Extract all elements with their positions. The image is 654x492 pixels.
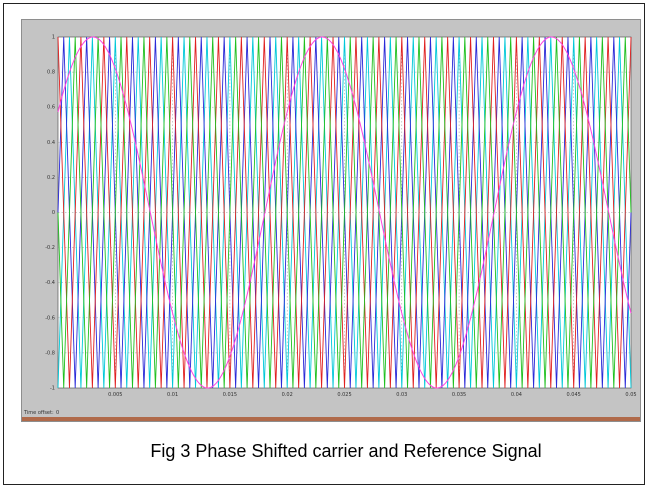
y-tick-label: 0.6 [47, 105, 55, 111]
x-tick-label: 0.05 [625, 392, 636, 398]
scope-bottom-strip [22, 417, 640, 421]
reference-sine-series [57, 36, 632, 389]
y-tick-label: 1 [52, 35, 55, 41]
y-tick-label: 0.4 [47, 140, 55, 146]
y-tick-label: -0.2 [45, 245, 55, 251]
y-tick-label: 0.2 [47, 175, 55, 181]
figure-caption: Fig 3 Phase Shifted carrier and Referenc… [150, 441, 542, 461]
tick-labels: 1 0.8 0.6 0.4 0.2 0 -0.2 -0.4 -0.6 -0.8 -1 0.005 0.0… [45, 35, 636, 399]
x-tick-label: 0.02 [282, 392, 293, 398]
y-tick-label: -0.8 [45, 350, 55, 356]
x-tick-label: 0.035 [452, 392, 466, 398]
carrier-series-3 [57, 36, 632, 389]
y-tick-label: -0.4 [45, 280, 55, 286]
x-tick-label: 0.015 [223, 392, 237, 398]
y-tick-label: -0.6 [45, 315, 55, 321]
y-tick-label: 0 [52, 210, 55, 216]
carrier-series-4 [57, 36, 632, 389]
x-tick-label: 0.01 [167, 392, 178, 398]
x-tick-label: 0.005 [108, 392, 122, 398]
x-tick-label: 0.025 [337, 392, 351, 398]
x-tick-label: 0.03 [396, 392, 407, 398]
x-tick-label: 0.04 [511, 392, 522, 398]
scope-plot: 1 0.8 0.6 0.4 0.2 0 -0.2 -0.4 -0.6 -0.8 -1 0.005 0.0… [22, 35, 640, 421]
time-offset-value: 0 [56, 410, 59, 416]
y-tick-label: 0.8 [47, 70, 55, 76]
scope-window: 1 0.8 0.6 0.4 0.2 0 -0.2 -0.4 -0.6 -0.8 -1 0.005 0.0… [21, 19, 641, 422]
x-tick-label: 0.045 [567, 392, 581, 398]
time-offset-label: Time offset: [23, 410, 54, 416]
carrier-series-1 [57, 36, 632, 389]
series-layer [57, 36, 632, 389]
figure-frame: 1 0.8 0.6 0.4 0.2 0 -0.2 -0.4 -0.6 -0.8 -1 0.005 0.0… [3, 3, 645, 485]
y-tick-label: -1 [50, 386, 55, 392]
